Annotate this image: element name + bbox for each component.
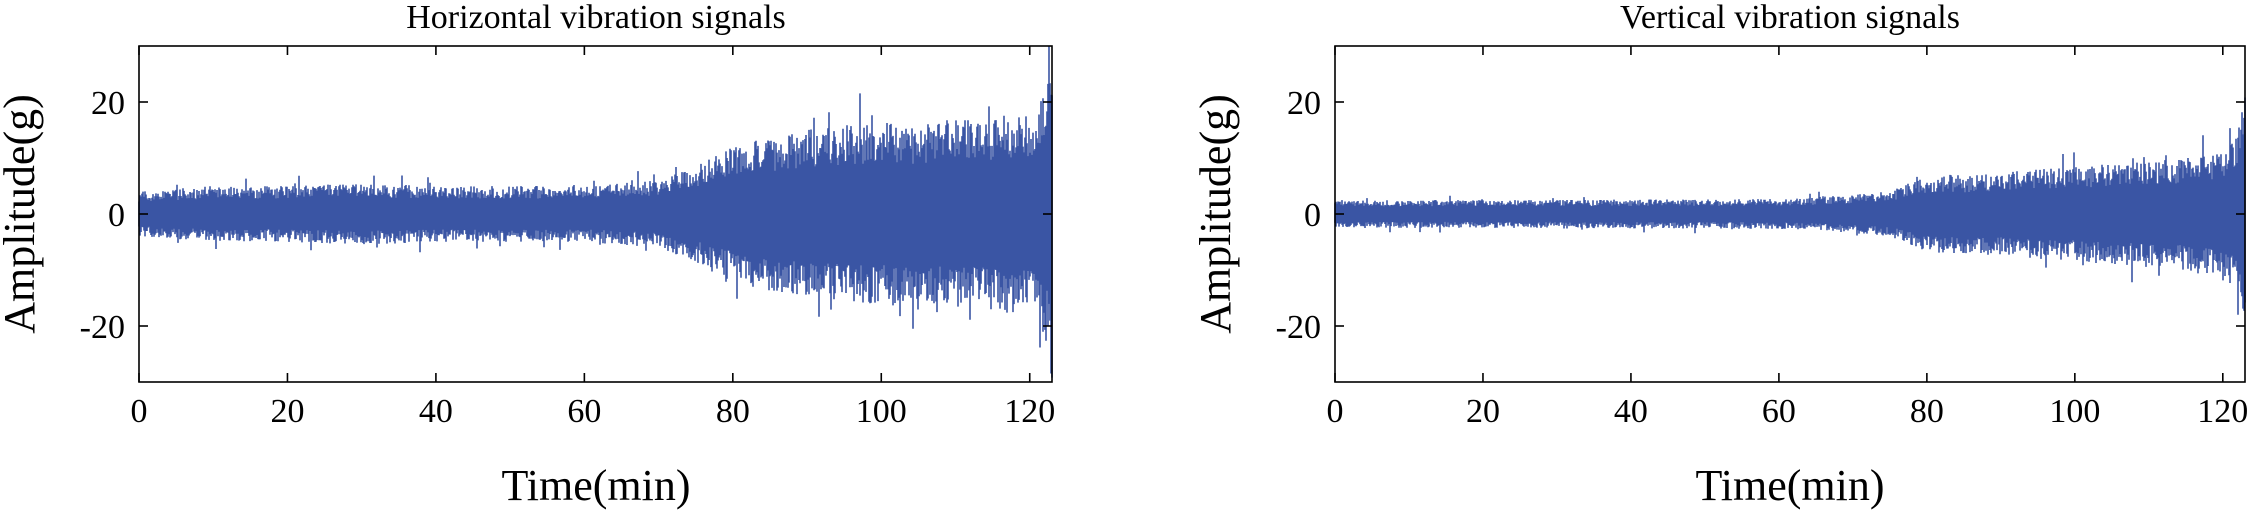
chart-vertical: Vertical vibration signals 0 20 40 60 80 100 1… [1191, 0, 2248, 510]
x-tick-label: 20 [270, 393, 304, 430]
axis-ticks: 0 20 40 60 80 100 120 -20 0 20 [1276, 46, 2248, 430]
axis-ticks: 0 20 40 60 80 100 120 -20 0 20 [80, 46, 1055, 430]
x-tick-label: 60 [567, 393, 601, 430]
y-tick-label: -20 [80, 309, 125, 346]
x-tick-label: 80 [716, 393, 750, 430]
chart-title: Horizontal vibration signals [406, 0, 786, 36]
x-tick-label: 40 [419, 393, 453, 430]
y-axis-label: Amplitude(g) [0, 94, 44, 334]
x-tick-label: 60 [1762, 393, 1796, 430]
x-tick-label: 40 [1614, 393, 1648, 430]
x-tick-label: 0 [1327, 393, 1344, 430]
y-tick-label: 0 [108, 197, 125, 234]
x-tick-label: 100 [2049, 393, 2100, 430]
series-line [138, 46, 1053, 378]
x-tick-label: 120 [1004, 393, 1055, 430]
x-tick-label: 0 [131, 393, 148, 430]
x-axis-label: Time(min) [501, 461, 690, 510]
chart-horizontal: Horizontal vibration signals 0 20 40 60 80 10… [0, 0, 1055, 510]
x-tick-label: 80 [1910, 393, 1944, 430]
y-tick-label: 20 [1287, 85, 1321, 122]
y-tick-label: 20 [91, 85, 125, 122]
chart-title: Vertical vibration signals [1620, 0, 1960, 36]
y-tick-label: -20 [1276, 309, 1321, 346]
x-axis-label: Time(min) [1695, 461, 1884, 510]
y-tick-label: 0 [1304, 197, 1321, 234]
series-line [1334, 97, 2246, 315]
x-tick-label: 120 [2197, 393, 2248, 430]
x-tick-label: 20 [1466, 393, 1500, 430]
x-tick-label: 100 [856, 393, 907, 430]
y-axis-label: Amplitude(g) [1191, 94, 1240, 334]
